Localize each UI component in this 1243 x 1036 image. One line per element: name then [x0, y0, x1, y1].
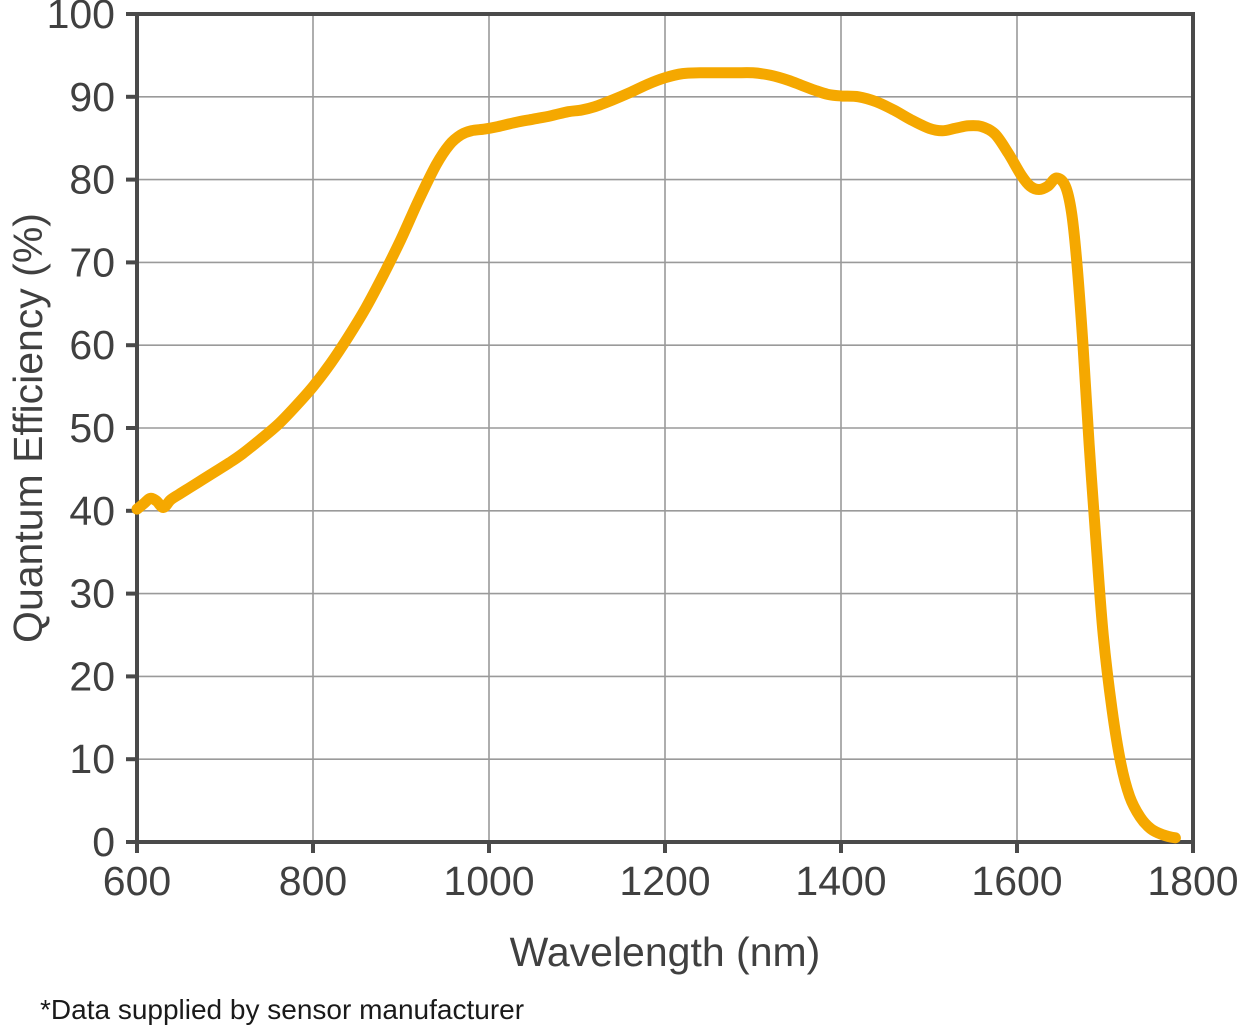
x-tick-label: 1400	[795, 858, 886, 904]
x-tick-labels: 600 800 1000 1200 1400 1600 1800	[103, 858, 1239, 904]
y-tick-label: 90	[69, 74, 115, 120]
y-tick-label: 100	[47, 0, 115, 37]
y-tick-label: 10	[69, 736, 115, 782]
y-tick-label: 30	[69, 571, 115, 617]
x-axis-title: Wavelength (nm)	[510, 929, 821, 975]
y-tick-labels: 0 10 20 30 40 50 60 70 80 90 100	[47, 0, 115, 865]
y-tick-label: 0	[92, 819, 115, 865]
y-tick-label: 80	[69, 157, 115, 203]
x-gridlines	[312, 14, 1018, 842]
y-axis-title: Quantum Efficiency (%)	[5, 213, 51, 643]
x-tick-label: 1000	[443, 858, 534, 904]
data-series-group	[131, 67, 1181, 844]
y-tick-label: 20	[69, 653, 115, 699]
x-tick-label: 1800	[1147, 858, 1238, 904]
x-tick-label: 1600	[971, 858, 1062, 904]
chart-footnote: *Data supplied by sensor manufacturer	[40, 994, 524, 1025]
x-tick-label: 600	[103, 858, 171, 904]
x-tick-label: 1200	[619, 858, 710, 904]
y-tick-label: 40	[69, 488, 115, 534]
x-tick-label: 800	[279, 858, 347, 904]
y-tick-label: 60	[69, 322, 115, 368]
y-tick-label: 70	[69, 239, 115, 285]
quantum-efficiency-curve	[131, 67, 1181, 844]
y-tick-label: 50	[69, 405, 115, 451]
x-tick-marks	[135, 842, 1195, 853]
